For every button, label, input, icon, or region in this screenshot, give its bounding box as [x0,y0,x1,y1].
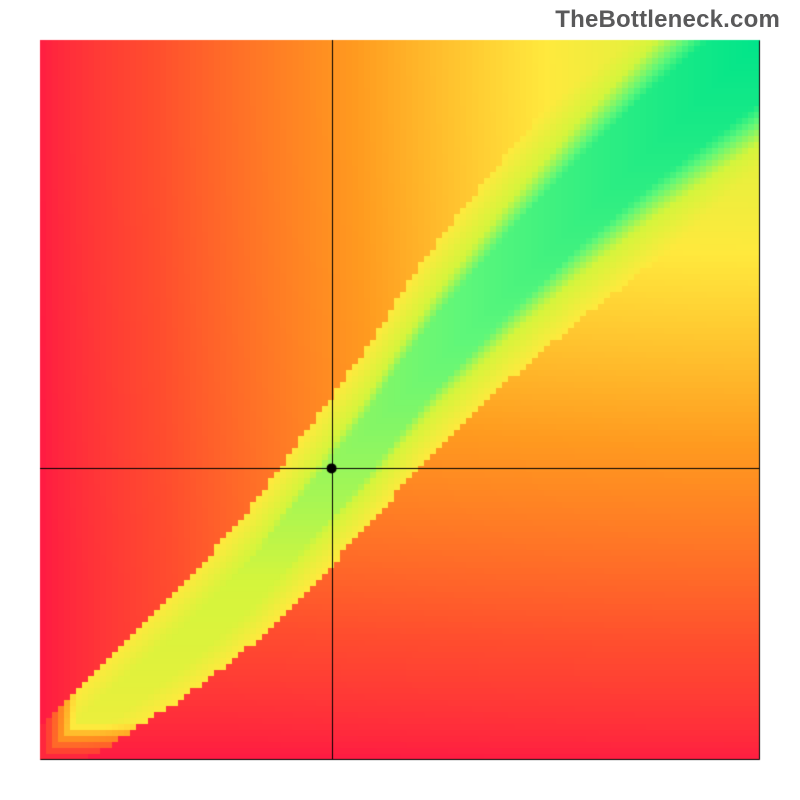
heatmap-canvas [0,0,800,800]
chart-container: TheBottleneck.com [0,0,800,800]
watermark-text: TheBottleneck.com [555,6,780,34]
